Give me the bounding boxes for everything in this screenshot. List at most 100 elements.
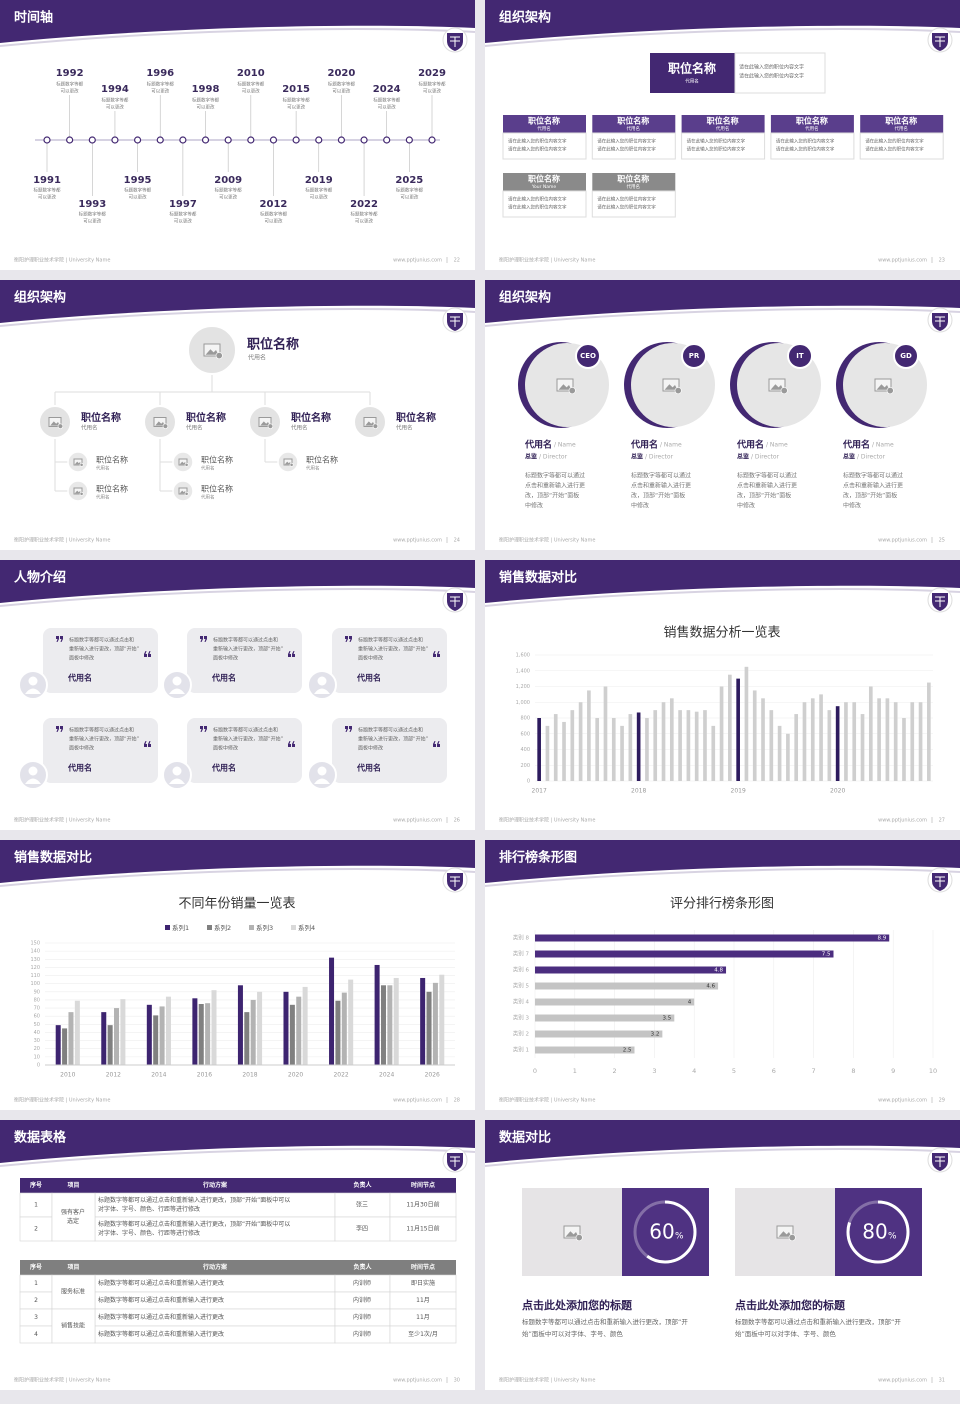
box-text: 请在此输入您的职位内容文字 <box>865 138 924 145</box>
bar <box>810 698 815 781</box>
cell-no: 1 <box>34 1202 38 1209</box>
avatar-head <box>317 766 327 776</box>
quote-mark <box>345 726 348 732</box>
y-tick-label: 1,000 <box>516 700 530 706</box>
bar <box>827 710 832 781</box>
footer-url: www.pptjunius.com <box>393 538 442 544</box>
page-number: 23 <box>939 258 945 264</box>
bar <box>420 977 426 1065</box>
y-tick-label: 140 <box>30 949 40 955</box>
box-text: 请在此输入您的职位内容文字 <box>597 146 656 153</box>
x-tick-label: 4 <box>692 1067 696 1075</box>
header-band <box>0 840 475 883</box>
quote-text: 重新输入进行更改，顶部“开始” <box>358 646 429 653</box>
y-tick-label: 10 <box>34 1054 40 1060</box>
logo-mark <box>450 876 460 887</box>
bar <box>535 966 727 974</box>
bar <box>611 718 616 781</box>
badge-text: CEO <box>580 352 596 360</box>
year: 1993 <box>78 199 106 210</box>
bar <box>535 982 719 990</box>
box-text: 请在此输入您的职位内容文字 <box>776 138 835 145</box>
bar <box>244 1012 250 1065</box>
year: 1997 <box>169 199 197 210</box>
image-icon <box>283 458 293 466</box>
avatar-head <box>172 676 182 686</box>
bar <box>595 718 600 781</box>
value-label: 7.5 <box>822 952 831 958</box>
quote-mark <box>292 741 295 747</box>
x-tick-label: 2018 <box>242 1072 257 1079</box>
header-cell: 序号 <box>29 1263 42 1271</box>
header-accent <box>484 1148 960 1167</box>
y-tick-label: 50 <box>34 1022 40 1028</box>
quote-mark <box>200 636 203 642</box>
box-title: 职位名称 <box>885 116 917 126</box>
timeline-dot <box>88 136 96 144</box>
quote-text: 标题数字等都可以通过点击和 <box>213 637 278 644</box>
slide-title: 组织架构 <box>14 290 66 306</box>
image-icon <box>48 417 62 427</box>
bar <box>237 985 243 1065</box>
slide-background <box>0 1120 475 1390</box>
event-desc: 可以更改 <box>264 218 282 225</box>
bar <box>114 1008 120 1065</box>
card-title: 点击此处添加您的标题 <box>522 1298 633 1312</box>
header-band <box>0 560 475 603</box>
table-header <box>20 1178 456 1193</box>
quote-mark <box>288 741 291 747</box>
cell-plan: 标题数字等都可以通过点击和重新输入进行更改 <box>98 1330 224 1338</box>
logo-mark <box>935 316 945 327</box>
card-desc: 点击和重新输入进行更 <box>737 482 797 490</box>
image-icon-mountain <box>260 421 270 426</box>
image-icon <box>178 487 188 495</box>
category-label: 类别 5 <box>513 982 530 990</box>
event-desc: 标题数字等都 <box>169 211 196 218</box>
image-icon <box>258 417 272 427</box>
header-cell: 行动方案 <box>202 1181 228 1189</box>
x-tick-label: 2026 <box>425 1072 440 1079</box>
box-body <box>681 132 766 160</box>
box-title: 职位名称 <box>528 116 560 126</box>
cell-plan: 标题数字等都可以通过点击和重新输入进行更改，顶部“开始”面板中可以 <box>98 1196 290 1204</box>
child-sub: 代用名 <box>96 465 110 472</box>
slide-title: 排行榜条形图 <box>499 850 577 866</box>
page-number: 28 <box>454 1098 460 1104</box>
image-icon-plus <box>788 1234 796 1242</box>
year: 1994 <box>101 84 129 95</box>
logo-mark <box>935 876 945 887</box>
bar <box>537 718 541 781</box>
event-desc: 标题数字等都 <box>79 211 106 218</box>
image-icon-mountain <box>664 384 678 390</box>
footer-school: 衡阳护理职业技术学院 | University Name <box>499 257 595 264</box>
year: 1992 <box>56 68 84 79</box>
role-en: / Director <box>751 454 780 461</box>
root-sub: 代用名 <box>248 354 266 362</box>
bar <box>146 1004 152 1065</box>
header-band <box>485 280 960 323</box>
node-title: 职位名称 <box>291 411 331 424</box>
avatar-head <box>28 676 38 686</box>
header-band <box>485 1120 960 1163</box>
bar <box>893 702 898 781</box>
bar <box>380 985 386 1065</box>
avatar-head <box>317 676 327 686</box>
logo-mark <box>935 1156 945 1167</box>
legend-label: 系列2 <box>214 923 231 932</box>
ring-arc <box>633 1200 697 1264</box>
y-tick-label: 110 <box>30 973 40 979</box>
child-title: 职位名称 <box>306 455 338 465</box>
bar <box>578 702 583 781</box>
quote-mark <box>200 726 203 732</box>
cell-plan: 标题数字等都可以通过点击和重新输入进行更改 <box>98 1279 224 1287</box>
x-tick-label: 1 <box>573 1067 577 1075</box>
quote-text: 面板中修改 <box>213 655 238 662</box>
legend-label: 系列3 <box>256 923 273 932</box>
bar <box>769 710 774 781</box>
bar <box>636 712 641 781</box>
ring-unit: % <box>675 1232 684 1242</box>
box-sub: 代用名 <box>805 125 819 132</box>
